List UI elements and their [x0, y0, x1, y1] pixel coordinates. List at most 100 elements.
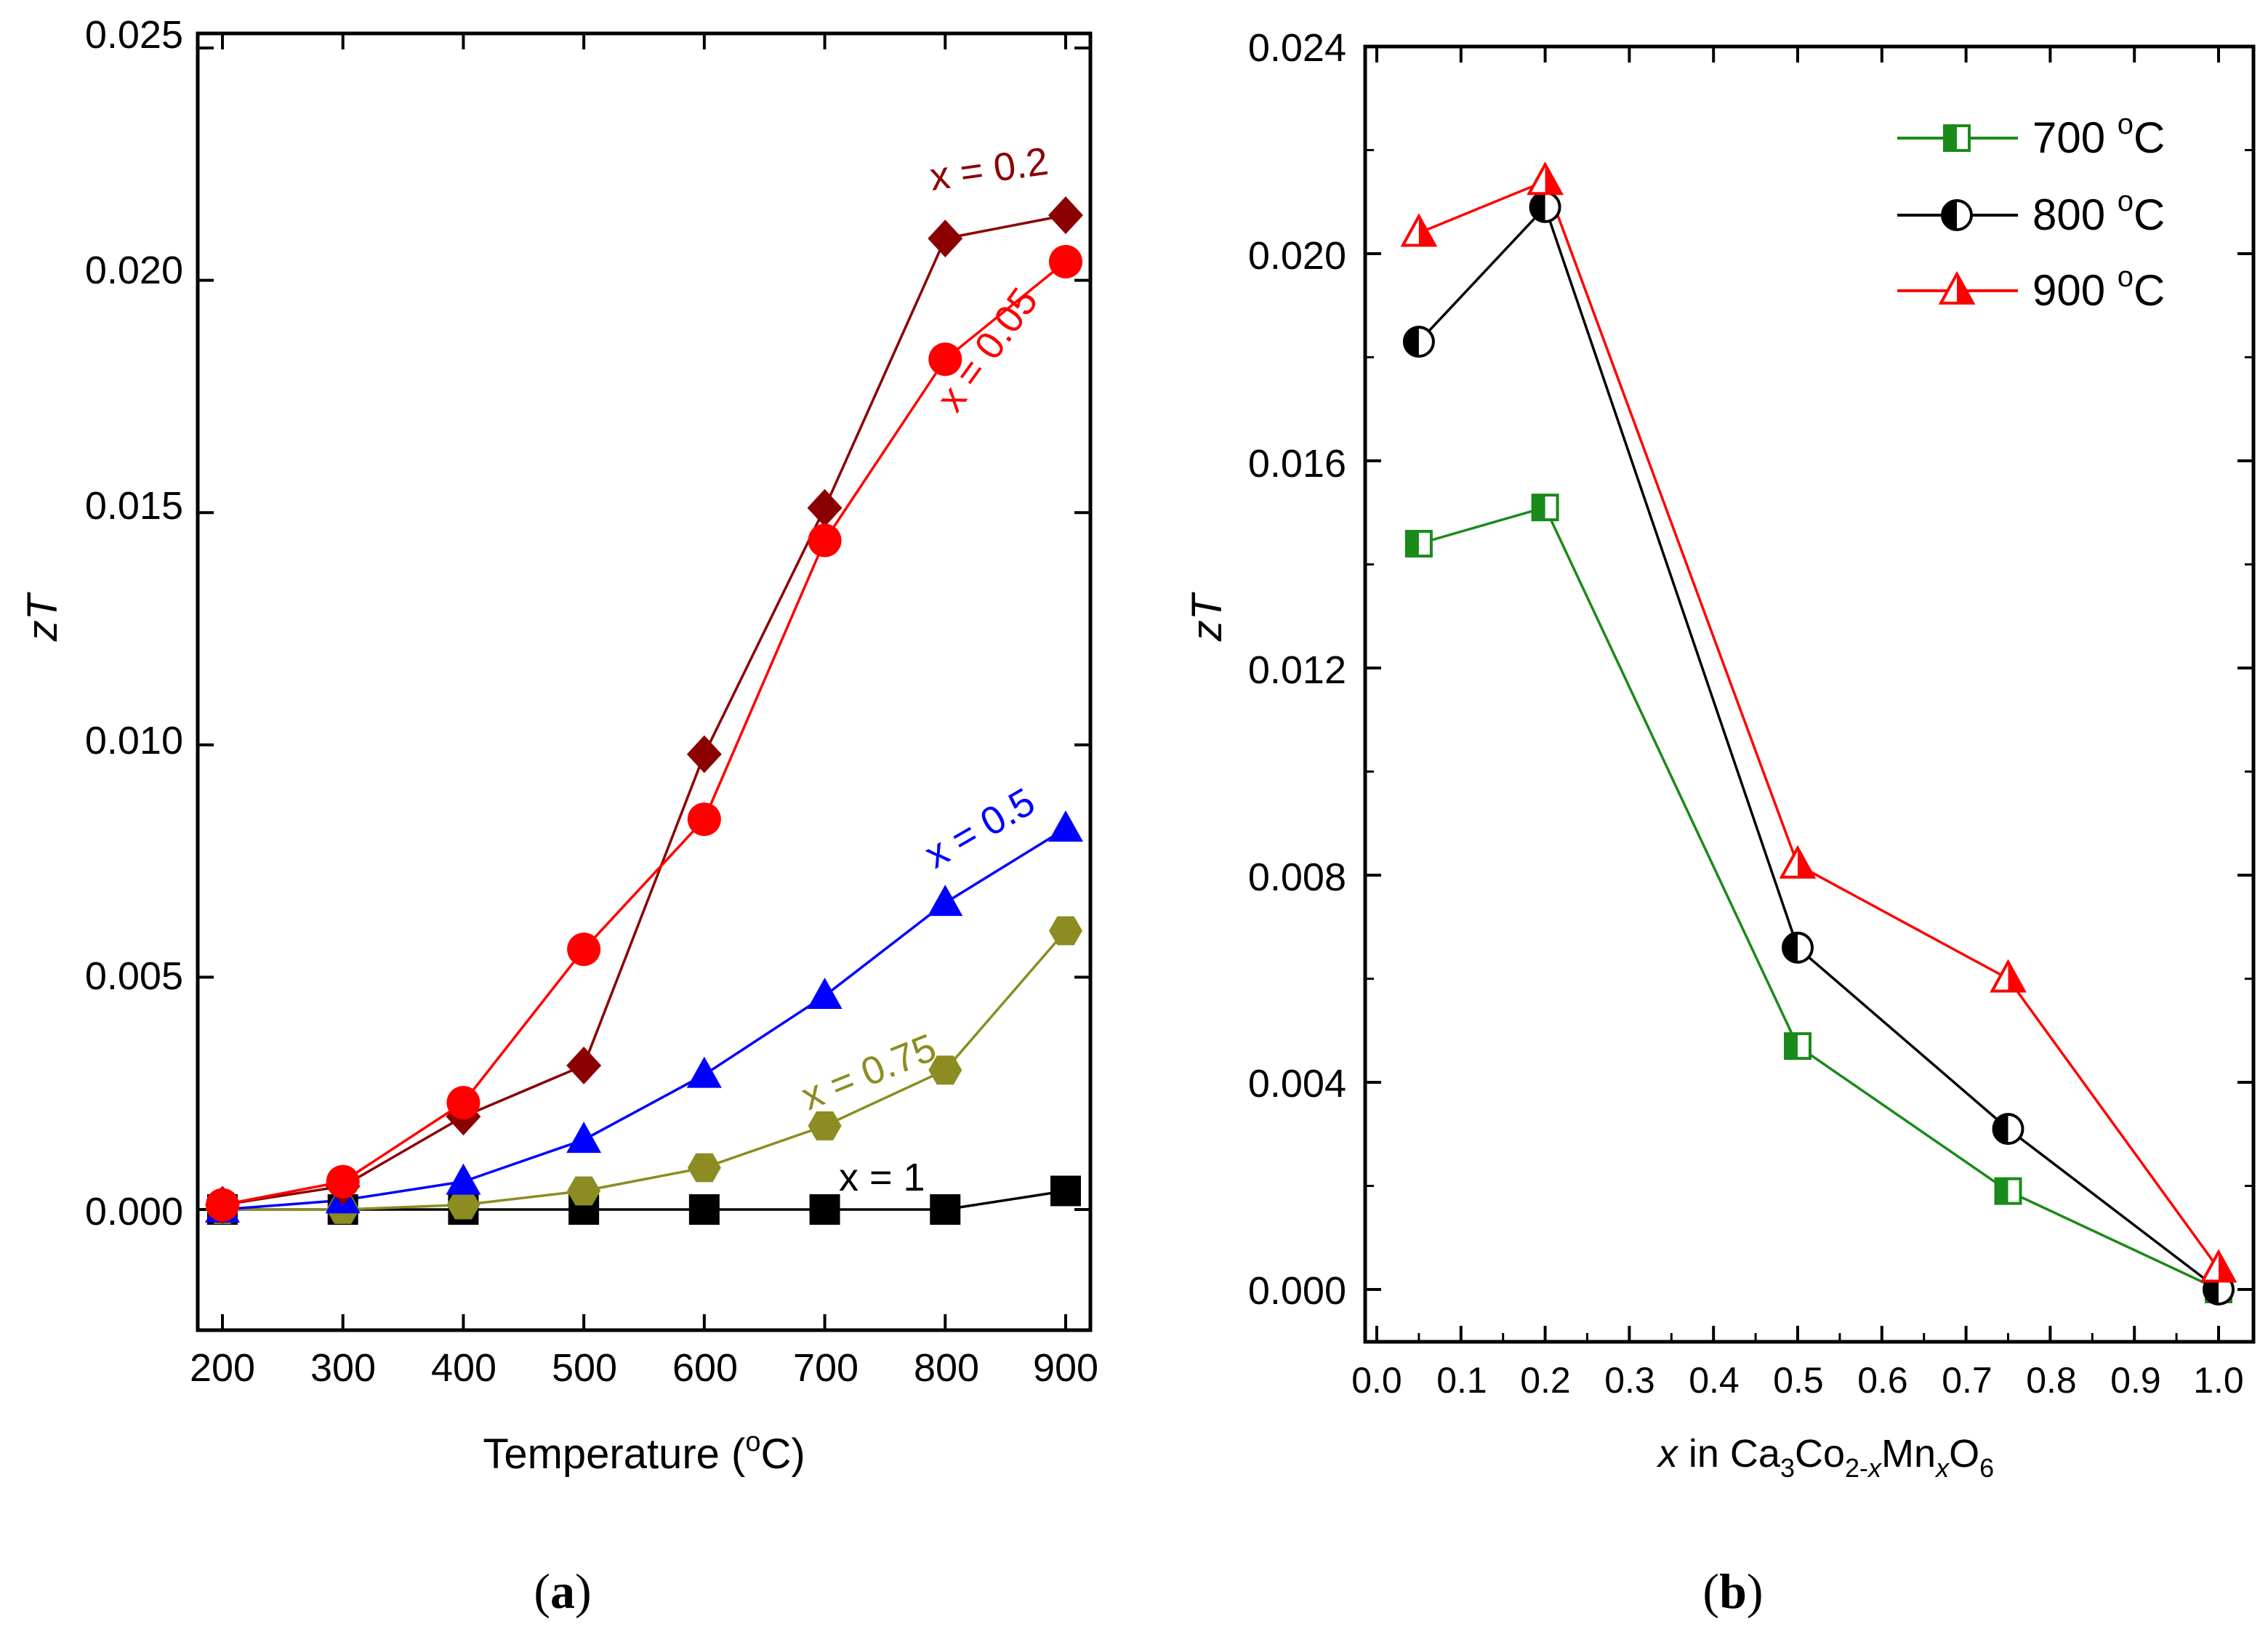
panel-a: 0.000 0.005 0.010 0.015 0.020 0.025 200 … [19, 13, 1098, 1619]
data-point-circle [928, 342, 962, 377]
legend-item-700: 700 oC [1897, 108, 2165, 162]
panel-b-ytick-label: 0.012 [1248, 648, 1346, 692]
legend: 700 oC 800 oC 900 oC [1897, 108, 2165, 315]
panel-b-xtick-label: 1.0 [2193, 1360, 2244, 1401]
panel-a-y-axis-label: zT [19, 592, 66, 642]
legend-marker [1938, 270, 1976, 305]
data-point-half-triangle [1527, 161, 1564, 196]
data-point-half-square [1784, 1032, 1811, 1061]
legend-marker-half-circle [1941, 199, 1973, 231]
panel-a-x-axis-label: Temperature (oC) [483, 1427, 805, 1478]
data-point-triangle [1048, 810, 1083, 842]
data-point-diamond [686, 735, 722, 773]
data-point-half-triangle [1990, 959, 2027, 993]
panel-b-plot-frame [1363, 44, 2256, 1344]
panel-b-ytick-label: 0.004 [1248, 1062, 1346, 1106]
data-point-triangle [446, 1163, 481, 1195]
annotation-x-1: x = 1 [839, 1156, 925, 1199]
annotation-x-0.5: x = 0.5 [917, 780, 1042, 877]
data-point-half-triangle [1779, 845, 1817, 879]
data-point-diamond [1048, 196, 1083, 235]
panel-b-ytick-label: 0.016 [1248, 442, 1346, 486]
legend-label-900: 900 oC [2032, 261, 2165, 315]
data-point-half-triangle [2200, 1249, 2237, 1283]
panel-b-xtick-label: 0.7 [1942, 1360, 1992, 1401]
panel-b-xtick-label: 0.4 [1689, 1360, 1740, 1401]
panel-b-y-axis-label: zT [1183, 592, 1231, 642]
legend-item-800: 800 oC [1897, 185, 2165, 239]
data-point-triangle [928, 885, 963, 917]
legend-label-700: 700 oC [2032, 108, 2165, 162]
data-point-diamond [807, 488, 843, 527]
panel-a-xtick-label: 700 [793, 1346, 858, 1390]
data-point-hexagon [687, 1153, 721, 1183]
panel-a-xtick-label: 300 [310, 1346, 376, 1390]
panel-a-y-tick-labels: 0.000 0.005 0.010 0.015 0.020 0.025 [85, 13, 183, 1233]
data-point-diamond [928, 220, 963, 258]
data-point-square [930, 1194, 961, 1225]
series-line-x=0.2 [222, 214, 1066, 1207]
data-point-triangle [807, 977, 843, 1009]
data-point-triangle [686, 1056, 722, 1088]
legend-item-900: 900 oC [1897, 261, 2165, 315]
panel-b-xtick-label: 0.3 [1604, 1360, 1655, 1401]
data-point-half-square [1404, 530, 1433, 558]
panel-b-x-tick-labels: 0.0 0.1 0.2 0.3 0.4 0.5 0.6 0.7 0.8 0.9 … [1351, 1360, 2244, 1401]
data-point-half-triangle [1400, 213, 1438, 247]
data-point-half-square [1994, 1177, 2022, 1205]
data-point-triangle [566, 1122, 602, 1154]
data-point-circle [808, 523, 842, 558]
panel-b-markers [1400, 161, 2237, 1305]
panel-b-series-lines [1418, 179, 2220, 1291]
data-point-circle [687, 802, 721, 837]
panel-a-ytick-label: 0.020 [85, 249, 183, 292]
panel-b-ytick-label: 0.000 [1248, 1269, 1346, 1313]
data-point-circle [206, 1188, 239, 1222]
panel-a-xtick-label: 200 [190, 1346, 255, 1390]
panel-b: 0.000 0.004 0.008 0.012 0.016 0.020 0.02… [1183, 26, 2256, 1619]
panel-a-ytick-label: 0.025 [85, 13, 183, 57]
data-point-diamond [566, 1046, 602, 1084]
panel-a-x-tick-labels: 200 300 400 500 600 700 800 900 [190, 1346, 1098, 1390]
panel-b-xtick-label: 0.9 [2110, 1360, 2161, 1401]
legend-marker-half-square [1943, 124, 1971, 152]
panel-b-y-tick-labels: 0.000 0.004 0.008 0.012 0.016 0.020 0.02… [1248, 26, 1346, 1313]
panel-a-xtick-label: 400 [431, 1346, 496, 1390]
panel-a-xtick-label: 900 [1033, 1346, 1098, 1390]
panel-b-caption: (b) [1702, 1563, 1763, 1619]
panel-a-ytick-label: 0.010 [85, 719, 183, 762]
data-point-square [688, 1194, 720, 1225]
panel-a-markers [205, 196, 1083, 1225]
series-line-x=0.05 [222, 260, 1067, 1207]
data-point-half-circle [1782, 931, 1814, 964]
panel-a-caption: (a) [534, 1563, 591, 1619]
series-line-700 [1418, 506, 2219, 1291]
data-point-hexagon [808, 1111, 842, 1140]
series-line-x=0.5 [222, 827, 1066, 1211]
panel-b-xtick-label: 0.0 [1351, 1360, 1402, 1401]
annotation-x-0.2: x = 0.2 [927, 140, 1050, 199]
series-line-900 [1418, 179, 2220, 1270]
data-point-square [1050, 1175, 1081, 1207]
series-line-800 [1418, 204, 2220, 1291]
legend-marker [1943, 124, 1971, 152]
panel-a-xtick-label: 800 [914, 1346, 979, 1390]
panel-a-ytick-label: 0.015 [85, 484, 183, 528]
data-point-half-circle [1529, 190, 1561, 223]
panel-b-ytick-label: 0.024 [1248, 26, 1346, 70]
legend-label-800: 800 oC [2032, 185, 2165, 239]
panel-b-xtick-label: 0.8 [2026, 1360, 2077, 1401]
data-point-hexagon [1049, 916, 1082, 946]
panel-b-ticks [1365, 45, 2253, 1342]
legend-marker [1941, 199, 1973, 231]
data-point-half-circle [1992, 1113, 2024, 1146]
data-point-square [809, 1194, 840, 1225]
panel-a-ytick-label: 0.000 [85, 1190, 183, 1233]
data-point-half-square [1531, 494, 1559, 522]
panel-b-xtick-label: 0.5 [1773, 1360, 1824, 1401]
panel-a-xtick-label: 500 [552, 1346, 617, 1390]
panel-b-xtick-label: 0.1 [1436, 1360, 1487, 1401]
panel-a-plot-frame [196, 31, 1093, 1332]
data-point-circle [446, 1085, 480, 1119]
data-point-hexagon [928, 1055, 962, 1085]
